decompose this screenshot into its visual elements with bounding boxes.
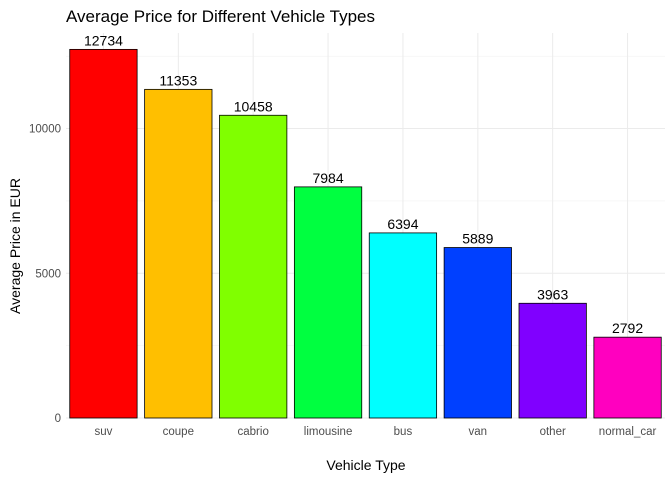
y-tick-label: 0 bbox=[55, 413, 61, 425]
bar-van bbox=[443, 247, 512, 419]
x-tick-label: bus bbox=[394, 426, 413, 438]
x-tick-label: cabrio bbox=[238, 426, 269, 438]
x-tick-label: other bbox=[540, 426, 566, 438]
y-axis-ticks: 0 5000 10000 bbox=[29, 124, 61, 425]
bar-cabrio bbox=[219, 114, 288, 419]
data-labels-layer: 12734 11353 10458 7984 6394 5889 3963 2792 bbox=[84, 32, 643, 336]
data-label-limousine: 7984 bbox=[312, 170, 343, 186]
bar-limousine bbox=[293, 186, 363, 419]
bar-normal_car bbox=[593, 336, 662, 419]
data-label-normal_car: 2792 bbox=[612, 320, 643, 336]
data-label-coupe: 11353 bbox=[159, 72, 197, 88]
y-tick-label: 10000 bbox=[29, 124, 61, 136]
data-label-bus: 6394 bbox=[387, 216, 418, 232]
data-label-cabrio: 10458 bbox=[234, 98, 273, 114]
x-axis-title: Vehicle Type bbox=[326, 457, 405, 473]
x-tick-label: coupe bbox=[163, 426, 194, 438]
bars-layer bbox=[69, 48, 662, 419]
y-axis-title: Average Price in EUR bbox=[7, 178, 23, 314]
x-tick-label: limousine bbox=[304, 426, 353, 438]
x-tick-label: van bbox=[469, 426, 488, 438]
bar-suv bbox=[69, 48, 138, 419]
x-tick-label: normal_car bbox=[599, 426, 657, 438]
data-label-van: 5889 bbox=[462, 231, 493, 247]
data-label-suv: 12734 bbox=[84, 32, 123, 48]
bar-bus bbox=[368, 232, 438, 419]
x-tick-label: suv bbox=[94, 426, 112, 438]
x-axis-ticks: suv coupe cabrio limousine bus van other normal… bbox=[94, 426, 656, 438]
bar-other bbox=[518, 302, 587, 419]
chart-title: Average Price for Different Vehicle Type… bbox=[66, 7, 375, 26]
bar-coupe bbox=[144, 88, 213, 419]
y-tick-label: 5000 bbox=[35, 268, 61, 280]
data-label-other: 3963 bbox=[537, 286, 568, 302]
